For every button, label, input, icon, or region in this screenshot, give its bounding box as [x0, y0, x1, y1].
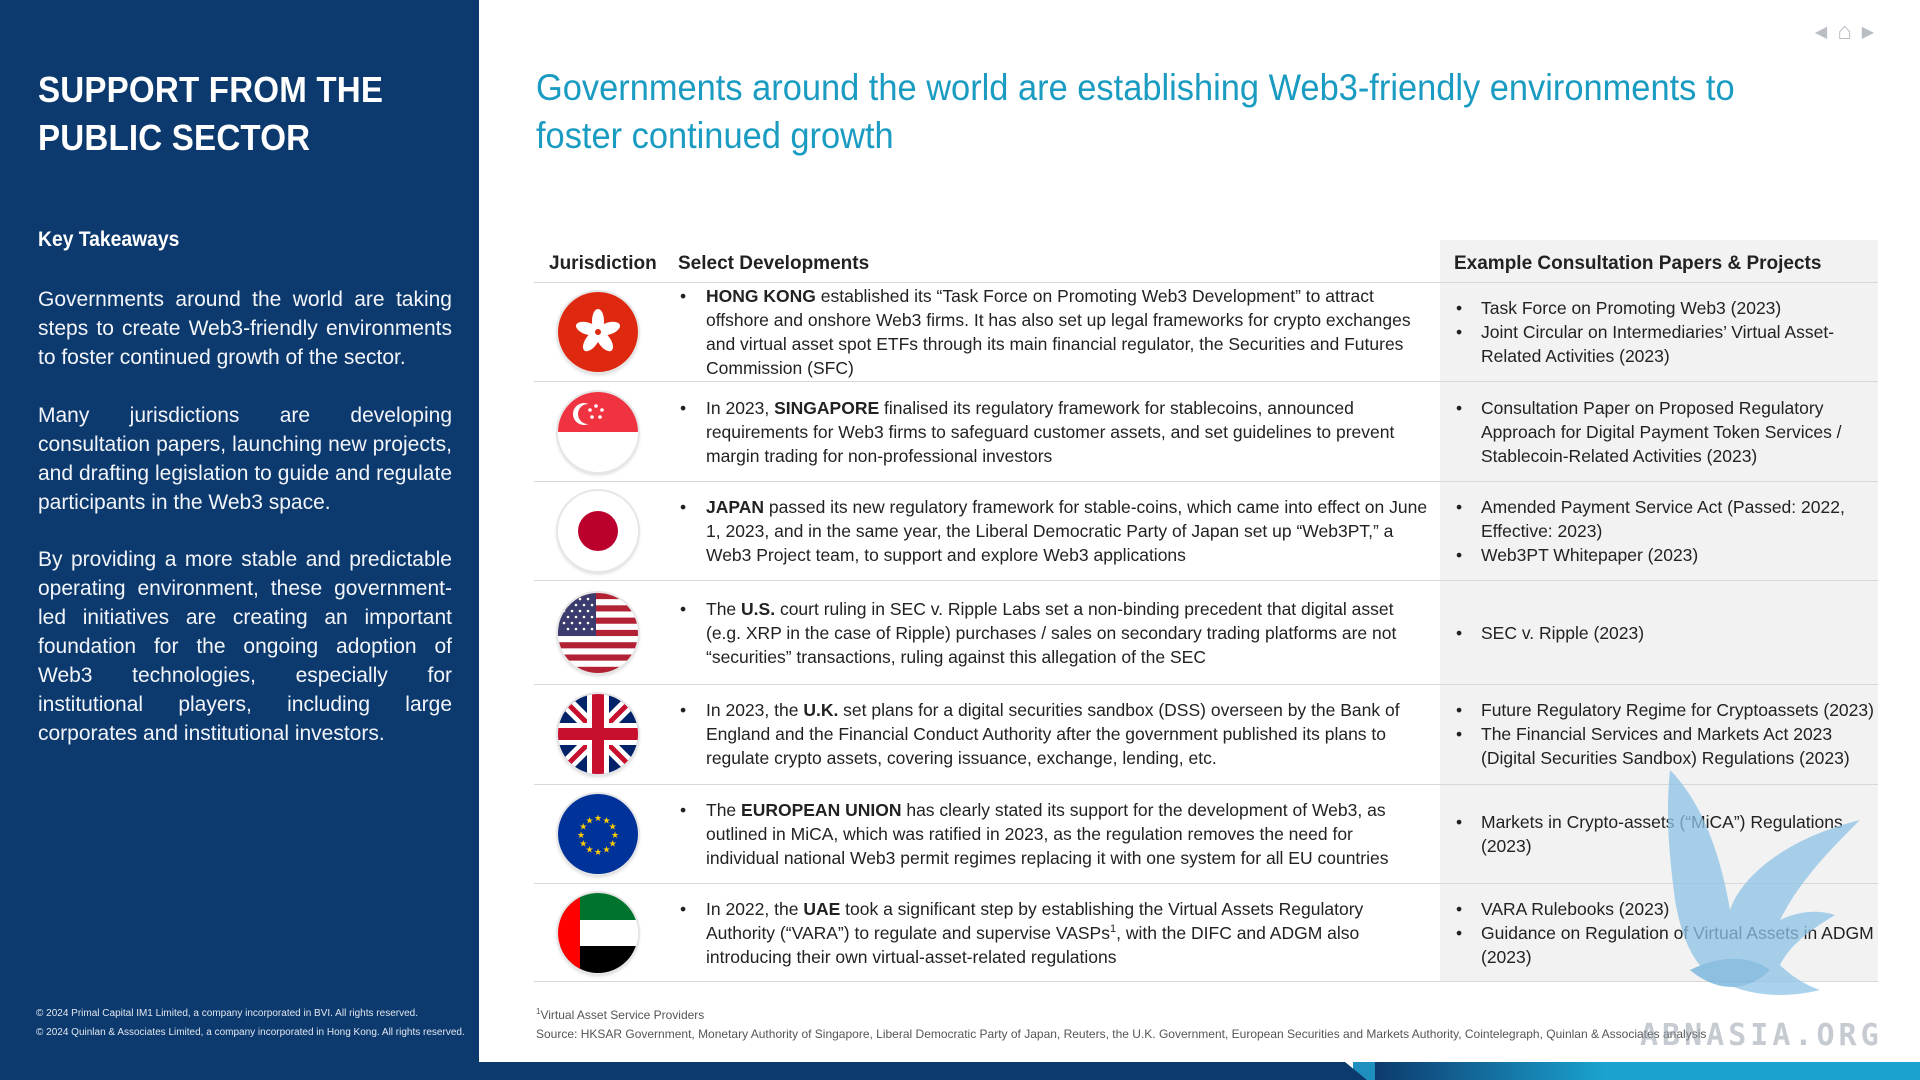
svg-text:★: ★	[594, 814, 602, 824]
slide-navigation: ◀ ⌂ ▶	[1815, 18, 1874, 46]
development-text: The EUROPEAN UNION has clearly stated it…	[678, 798, 1430, 870]
hong-kong-flag-icon	[558, 292, 638, 373]
svg-text:★: ★	[585, 816, 593, 826]
development-text: The U.S. court ruling in SEC v. Ripple L…	[678, 597, 1430, 669]
copyright-primal: © 2024 Primal Capital IM1 Limited, a com…	[36, 1008, 418, 1019]
examples-list: Future Regulatory Regime for Cryptoasset…	[1454, 698, 1874, 770]
copyright-quinlan: © 2024 Quinlan & Associates Limited, a c…	[36, 1027, 465, 1038]
jurisdiction-name: SINGAPORE	[774, 397, 880, 418]
sidebar-title: SUPPORT FROM THE PUBLIC SECTOR	[38, 66, 424, 162]
svg-text:★: ★	[577, 831, 585, 841]
svg-text:★: ★	[609, 839, 617, 849]
european-union-flag-icon: ★ ★ ★ ★ ★ ★ ★ ★ ★ ★ ★ ★	[558, 793, 638, 874]
example-item: The Financial Services and Markets Act 2…	[1454, 722, 1874, 770]
jurisdiction-name: JAPAN	[706, 496, 765, 517]
united-kingdom-flag-icon	[558, 694, 638, 775]
examples-header-background	[1440, 240, 1878, 282]
table-row: In 2022, the UAE took a significant step…	[534, 882, 1878, 983]
development-text: In 2023, SINGAPORE finalised its regulat…	[678, 396, 1430, 468]
takeaway-paragraph-1: Governments around the world are taking …	[38, 288, 452, 369]
example-item: Joint Circular on Intermediaries’ Virtua…	[1454, 320, 1874, 368]
example-item: Web3PT Whitepaper (2023)	[1454, 543, 1874, 567]
footnote: 1Virtual Asset Service Providers	[536, 1007, 705, 1023]
footnote-text: Virtual Asset Service Providers	[540, 1008, 705, 1022]
table-row: JAPAN passed its new regulatory framewor…	[534, 480, 1878, 581]
development-text: HONG KONG established its “Task Force on…	[678, 284, 1430, 380]
header-jurisdiction: Jurisdiction	[549, 253, 657, 274]
examples-list: Amended Payment Service Act (Passed: 202…	[1454, 495, 1874, 567]
sidebar-title-line1: SUPPORT FROM THE	[38, 69, 384, 110]
japan-flag-icon	[558, 490, 638, 571]
svg-text:★: ★	[602, 845, 610, 855]
development-text: In 2023, the U.K. set plans for a digita…	[678, 698, 1430, 770]
examples-list: Consultation Paper on Proposed Regulator…	[1454, 396, 1874, 468]
svg-text:★: ★	[602, 816, 610, 826]
triangle-left-icon[interactable]: ◀	[1814, 24, 1828, 41]
jurisdiction-name: EUROPEAN UNION	[741, 799, 902, 820]
table-row: In 2023, SINGAPORE finalised its regulat…	[534, 381, 1878, 481]
examples-list: Markets in Crypto-assets (“MiCA”) Regula…	[1454, 810, 1874, 858]
table-row: ★ ★ ★ ★ ★ ★ ★ ★ ★ ★ ★ ★ The EUROPEAN UNI…	[534, 783, 1878, 883]
examples-list: SEC v. Ripple (2023)	[1454, 621, 1874, 645]
watermark-bird-logo	[1667, 770, 1860, 995]
svg-text:★: ★	[594, 848, 602, 858]
jurisdiction-name: U.K.	[803, 700, 839, 721]
triangle-right-icon[interactable]: ▶	[1861, 24, 1874, 41]
svg-text:★: ★	[579, 822, 587, 832]
examples-list: Task Force on Promoting Web3 (2023) Join…	[1454, 296, 1874, 368]
svg-text:★: ★	[585, 845, 593, 855]
sidebar-title-line2: PUBLIC SECTOR	[38, 117, 311, 158]
uae-flag-icon	[558, 892, 638, 973]
development-text: JAPAN passed its new regulatory framewor…	[678, 495, 1430, 567]
bottom-accent-stripe	[1345, 1062, 1920, 1080]
header-examples: Example Consultation Papers & Projects	[1454, 253, 1822, 274]
example-item: Consultation Paper on Proposed Regulator…	[1454, 396, 1874, 468]
united-states-flag-icon	[558, 592, 638, 673]
developments-table: Jurisdiction Select Developments Example…	[534, 240, 1878, 983]
example-item: Amended Payment Service Act (Passed: 202…	[1454, 495, 1874, 543]
home-icon[interactable]: ⌂	[1837, 18, 1852, 45]
table-row: In 2023, the U.K. set plans for a digita…	[534, 684, 1878, 784]
source-note: Source: HKSAR Government, Monetary Autho…	[536, 1027, 1707, 1041]
example-item: Future Regulatory Regime for Cryptoasset…	[1454, 698, 1874, 722]
takeaway-paragraph-3: By providing a more stable and predictab…	[38, 548, 452, 745]
watermark-text: ABNASIA.ORG	[1640, 1018, 1883, 1053]
jurisdiction-name: HONG KONG	[706, 286, 816, 307]
jurisdiction-name: UAE	[803, 898, 841, 919]
svg-text:★: ★	[609, 822, 617, 832]
example-item: VARA Rulebooks (2023)	[1454, 897, 1874, 921]
example-item: SEC v. Ripple (2023)	[1454, 621, 1874, 645]
example-item: Task Force on Promoting Web3 (2023)	[1454, 296, 1874, 320]
table-row: The U.S. court ruling in SEC v. Ripple L…	[534, 580, 1878, 685]
development-text: In 2022, the UAE took a significant step…	[678, 897, 1430, 969]
singapore-flag-icon	[558, 391, 638, 472]
table-header: Jurisdiction Select Developments Example…	[534, 240, 1878, 282]
jurisdiction-name: U.S.	[741, 598, 776, 619]
header-developments: Select Developments	[678, 253, 870, 274]
table-row: HONG KONG established its “Task Force on…	[534, 282, 1878, 382]
footnote-number: 1	[536, 1007, 541, 1016]
takeaway-paragraph-2: Many jurisdictions are developing consul…	[38, 404, 452, 514]
svg-text:★: ★	[611, 831, 619, 841]
sidebar-panel: SUPPORT FROM THE PUBLIC SECTOR Key Takea…	[0, 0, 479, 1062]
footnote-marker: 1	[1109, 922, 1117, 935]
page-title: Governments around the world are establi…	[536, 67, 1735, 156]
example-item: Markets in Crypto-assets (“MiCA”) Regula…	[1454, 810, 1874, 858]
key-takeaways-heading: Key Takeaways	[38, 228, 180, 251]
svg-text:★: ★	[579, 839, 587, 849]
